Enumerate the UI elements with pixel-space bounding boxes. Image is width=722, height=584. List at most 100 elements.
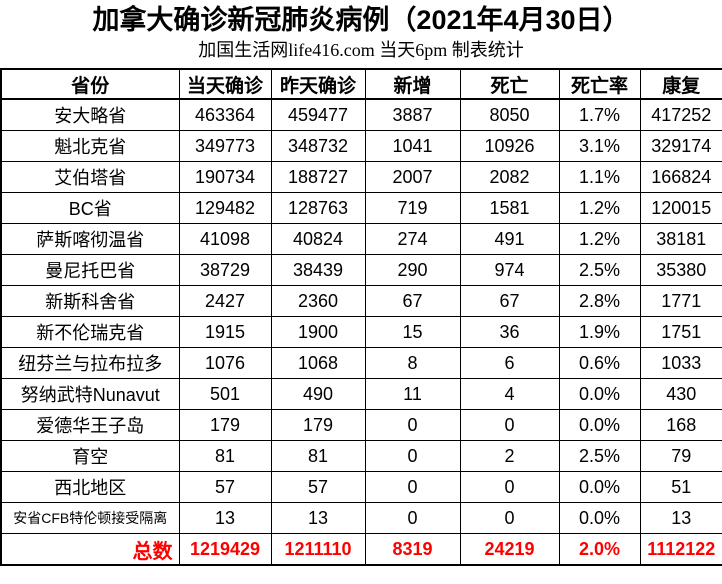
province-cell: 安省CFB特伦顿接受隔离 (0, 502, 180, 534)
new-cases-cell: 719 (364, 192, 461, 224)
deaths-cell: 6 (459, 347, 560, 379)
new-cases-cell: 3887 (364, 98, 461, 131)
province-cell: 努纳武特Nunavut (0, 378, 180, 410)
col-header-today: 当天确诊 (178, 68, 272, 100)
table-row: 魁北克省 349773 348732 1041 10926 3.1% 32917… (0, 130, 722, 162)
new-cases-cell: 1041 (364, 130, 461, 162)
today-cell: 13 (178, 502, 272, 534)
deaths-cell: 974 (459, 254, 560, 286)
yesterday-cell: 188727 (270, 161, 366, 193)
table-row: 纽芬兰与拉布拉多 1076 1068 8 6 0.6% 1033 (0, 347, 722, 379)
death-rate-cell: 1.2% (558, 192, 641, 224)
yesterday-cell: 57 (270, 471, 366, 503)
death-rate-cell: 2.5% (558, 254, 641, 286)
col-header-death-rate: 死亡率 (558, 68, 641, 100)
deaths-cell: 2 (459, 440, 560, 472)
new-cases-cell: 2007 (364, 161, 461, 193)
today-cell: 463364 (178, 98, 272, 131)
today-cell: 1915 (178, 316, 272, 348)
recovered-cell: 430 (639, 378, 722, 410)
col-header-province: 省份 (0, 68, 180, 100)
col-header-yesterday: 昨天确诊 (270, 68, 366, 100)
table-row: 萨斯喀彻温省 41098 40824 274 491 1.2% 38181 (0, 223, 722, 255)
table-row: 努纳武特Nunavut 501 490 11 4 0.0% 430 (0, 378, 722, 410)
province-cell: 曼尼托巴省 (0, 254, 180, 286)
total-death-rate-cell: 2.0% (558, 533, 641, 566)
province-cell: 育空 (0, 440, 180, 472)
province-cell: 新不伦瑞克省 (0, 316, 180, 348)
today-cell: 1076 (178, 347, 272, 379)
new-cases-cell: 290 (364, 254, 461, 286)
province-cell: 安大略省 (0, 98, 180, 131)
today-cell: 179 (178, 409, 272, 441)
province-cell: BC省 (0, 192, 180, 224)
total-recovered-cell: 1112122 (639, 533, 722, 566)
recovered-cell: 35380 (639, 254, 722, 286)
death-rate-cell: 1.1% (558, 161, 641, 193)
deaths-cell: 491 (459, 223, 560, 255)
yesterday-cell: 13 (270, 502, 366, 534)
col-header-deaths: 死亡 (459, 68, 560, 100)
total-yesterday-cell: 1211110 (270, 533, 366, 566)
recovered-cell: 13 (639, 502, 722, 534)
table-row: 曼尼托巴省 38729 38439 290 974 2.5% 35380 (0, 254, 722, 286)
today-cell: 2427 (178, 285, 272, 317)
table-row: 安省CFB特伦顿接受隔离 13 13 0 0 0.0% 13 (0, 502, 722, 534)
recovered-cell: 1771 (639, 285, 722, 317)
death-rate-cell: 1.9% (558, 316, 641, 348)
col-header-recovered: 康复 (639, 68, 722, 100)
yesterday-cell: 459477 (270, 98, 366, 131)
recovered-cell: 168 (639, 409, 722, 441)
table-row: 新斯科舍省 2427 2360 67 67 2.8% 1771 (0, 285, 722, 317)
deaths-cell: 67 (459, 285, 560, 317)
province-cell: 爱德华王子岛 (0, 409, 180, 441)
deaths-cell: 4 (459, 378, 560, 410)
today-cell: 81 (178, 440, 272, 472)
new-cases-cell: 0 (364, 440, 461, 472)
today-cell: 41098 (178, 223, 272, 255)
table-row: 育空 81 81 0 2 2.5% 79 (0, 440, 722, 472)
table-row: 安大略省 463364 459477 3887 8050 1.7% 417252 (0, 98, 722, 131)
new-cases-cell: 0 (364, 471, 461, 503)
new-cases-cell: 0 (364, 502, 461, 534)
death-rate-cell: 2.5% (558, 440, 641, 472)
today-cell: 38729 (178, 254, 272, 286)
today-cell: 190734 (178, 161, 272, 193)
yesterday-cell: 348732 (270, 130, 366, 162)
recovered-cell: 1751 (639, 316, 722, 348)
table-row: 艾伯塔省 190734 188727 2007 2082 1.1% 166824 (0, 161, 722, 193)
today-cell: 129482 (178, 192, 272, 224)
yesterday-cell: 40824 (270, 223, 366, 255)
yesterday-cell: 1900 (270, 316, 366, 348)
total-new-cases-cell: 8319 (364, 533, 461, 566)
recovered-cell: 79 (639, 440, 722, 472)
new-cases-cell: 67 (364, 285, 461, 317)
deaths-cell: 0 (459, 409, 560, 441)
province-cell: 西北地区 (0, 471, 180, 503)
province-cell: 魁北克省 (0, 130, 180, 162)
recovered-cell: 417252 (639, 98, 722, 131)
new-cases-cell: 8 (364, 347, 461, 379)
new-cases-cell: 11 (364, 378, 461, 410)
covid-stats-table: 省份 当天确诊 昨天确诊 新增 死亡 死亡率 康复 安大略省 463364 45… (0, 68, 722, 566)
province-cell: 纽芬兰与拉布拉多 (0, 347, 180, 379)
deaths-cell: 10926 (459, 130, 560, 162)
yesterday-cell: 179 (270, 409, 366, 441)
death-rate-cell: 0.6% (558, 347, 641, 379)
deaths-cell: 2082 (459, 161, 560, 193)
death-rate-cell: 0.0% (558, 378, 641, 410)
deaths-cell: 1581 (459, 192, 560, 224)
col-header-new: 新增 (364, 68, 461, 100)
total-label: 总数 (0, 533, 180, 566)
table-row: 新不伦瑞克省 1915 1900 15 36 1.9% 1751 (0, 316, 722, 348)
deaths-cell: 8050 (459, 98, 560, 131)
table-row: 西北地区 57 57 0 0 0.0% 51 (0, 471, 722, 503)
deaths-cell: 0 (459, 502, 560, 534)
today-cell: 349773 (178, 130, 272, 162)
death-rate-cell: 0.0% (558, 471, 641, 503)
table-row: BC省 129482 128763 719 1581 1.2% 120015 (0, 192, 722, 224)
yesterday-cell: 2360 (270, 285, 366, 317)
new-cases-cell: 0 (364, 409, 461, 441)
total-deaths-cell: 24219 (459, 533, 560, 566)
page-subtitle: 加国生活网life416.com 当天6pm 制表统计 (198, 40, 524, 60)
